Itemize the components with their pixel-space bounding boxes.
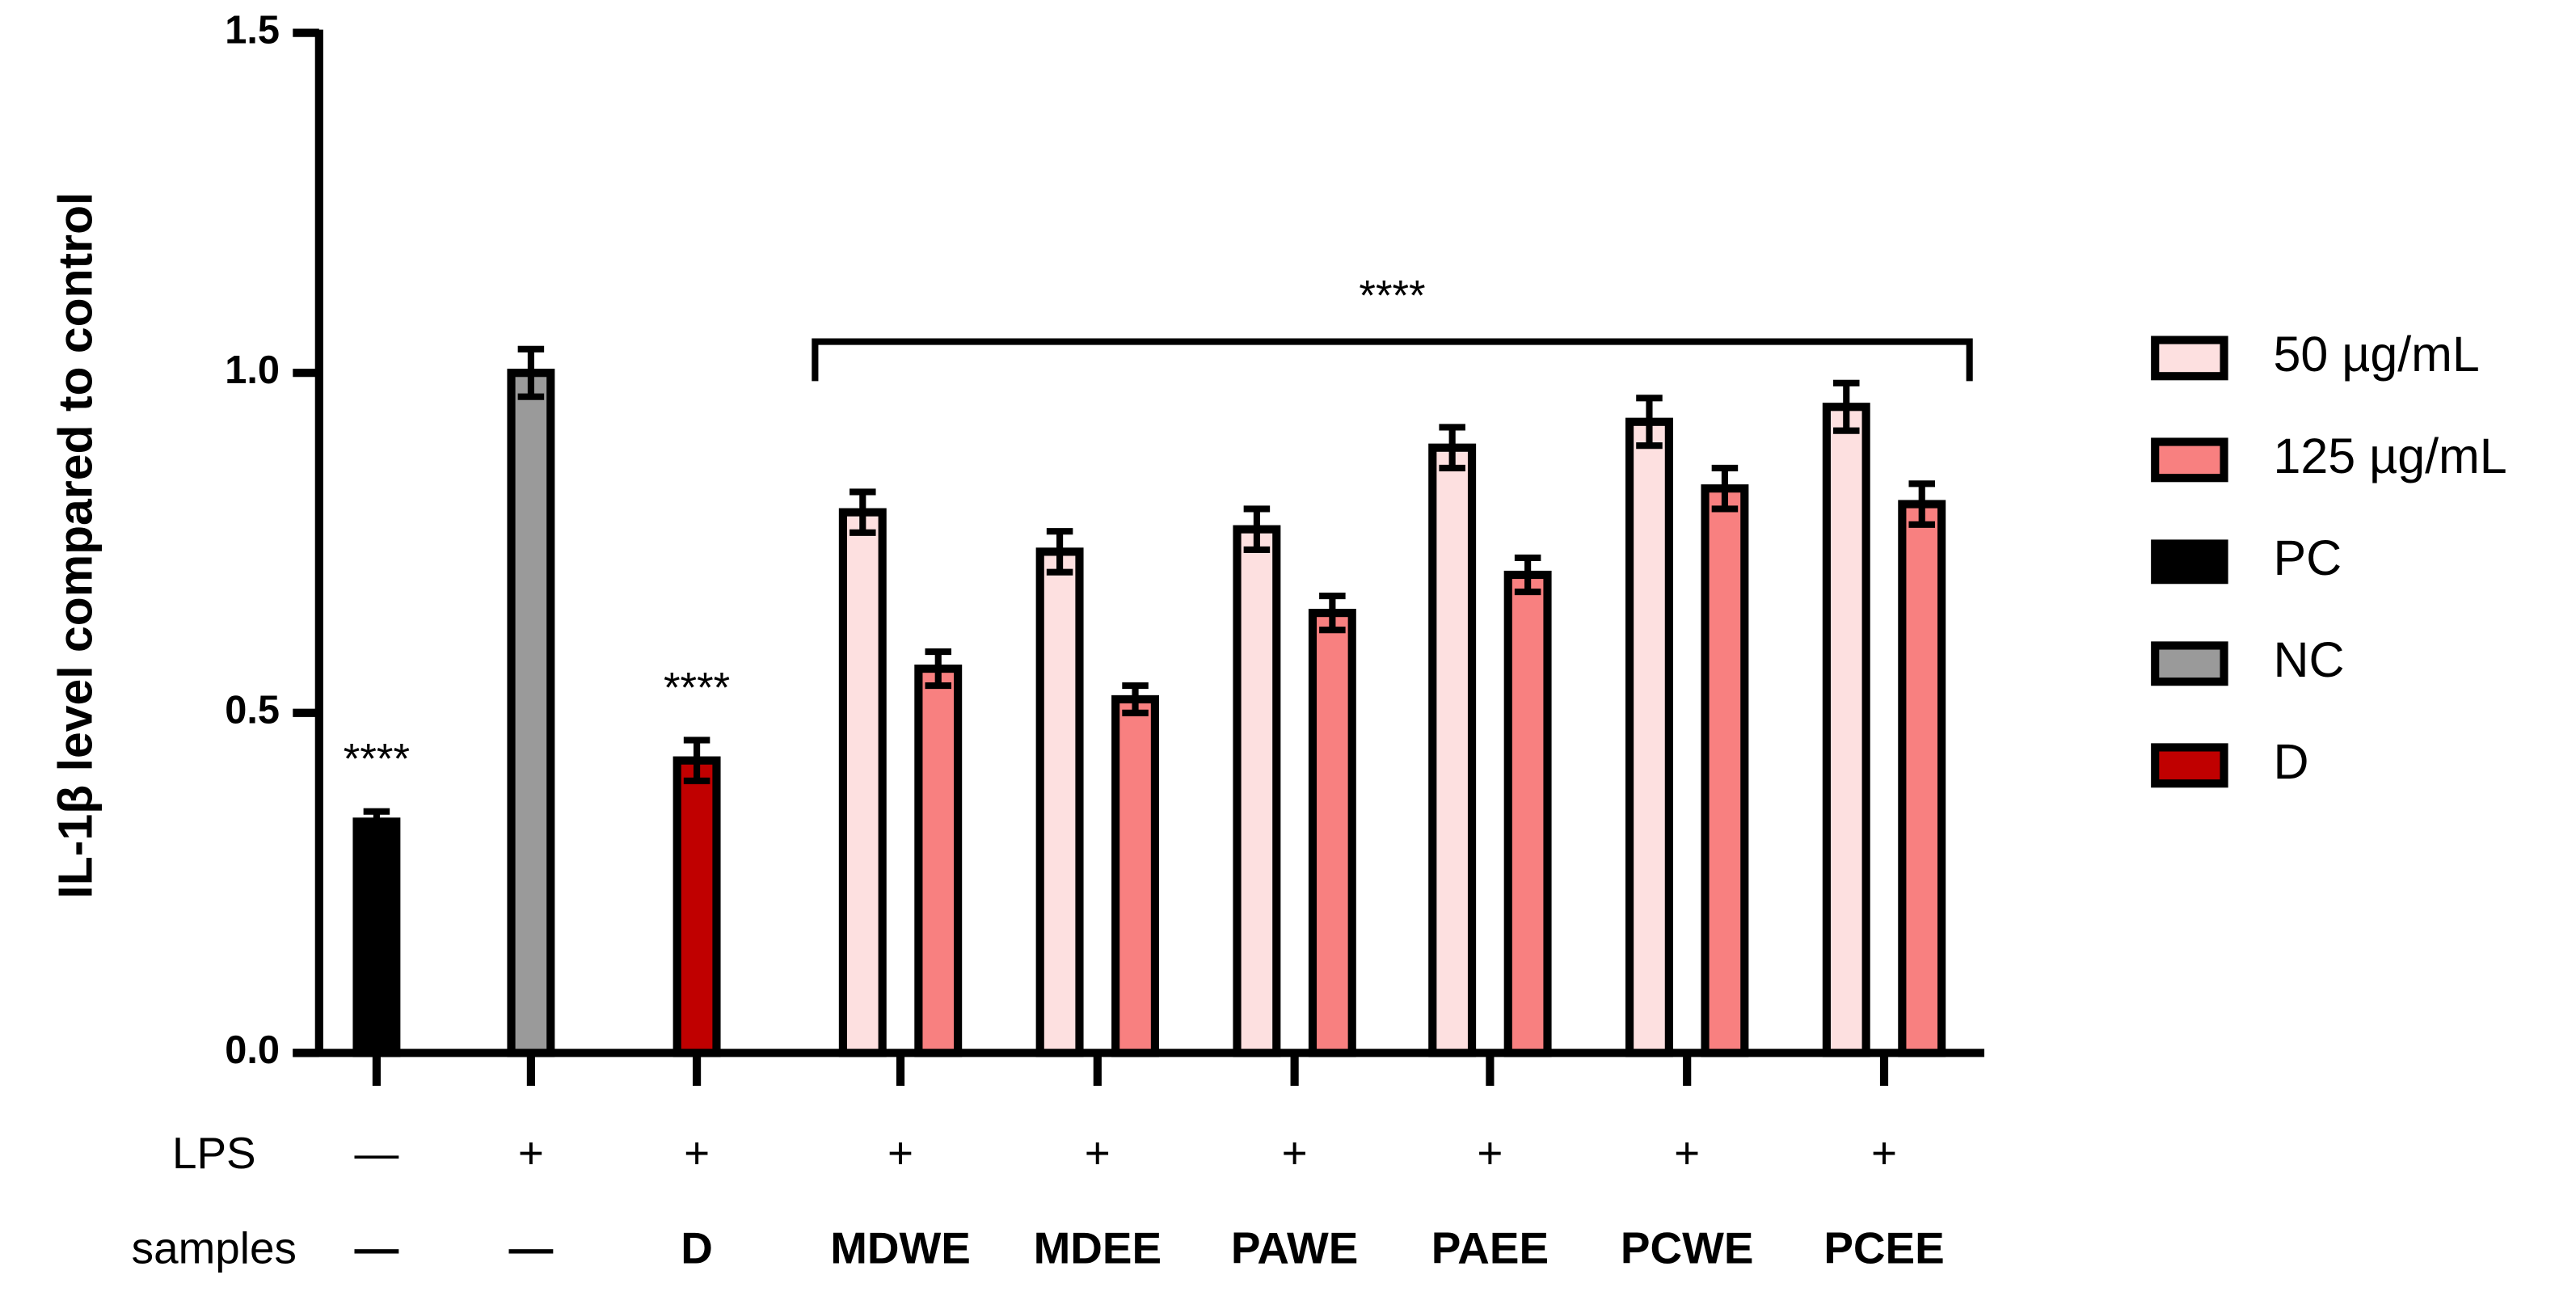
row-value: PAEE: [1431, 1223, 1549, 1273]
legend-swatch: [2151, 743, 2228, 788]
bar: [1701, 484, 1749, 1057]
error-bar: [1046, 528, 1073, 576]
error-bar: [683, 737, 710, 784]
error-bar: [1636, 395, 1663, 450]
bar: [838, 508, 887, 1057]
bar: [1503, 570, 1552, 1057]
error-bar: [363, 808, 390, 836]
error-bar: [850, 488, 876, 536]
error-bar: [1908, 480, 1935, 528]
legend-swatch: [2151, 539, 2228, 585]
legend-swatch: [2151, 336, 2228, 381]
error-bar: [1319, 593, 1346, 634]
error-bar: [517, 345, 545, 400]
row-value: +: [684, 1128, 710, 1178]
legend-label: PC: [2274, 530, 2342, 585]
y-tick-label: 0.0: [225, 1028, 280, 1072]
significance: ****: [344, 736, 410, 783]
row-value: —: [354, 1223, 398, 1273]
row-value: —: [508, 1223, 553, 1273]
significance: ****: [664, 664, 730, 711]
bar: [1233, 525, 1281, 1057]
legend-label: 125 µg/mL: [2274, 428, 2507, 483]
row-value: +: [1477, 1128, 1503, 1178]
row-label: samples: [132, 1223, 297, 1273]
bar: [1822, 403, 1870, 1057]
row-value: D: [681, 1223, 713, 1273]
row-value: PAWE: [1231, 1223, 1358, 1273]
legend-label: NC: [2274, 632, 2345, 687]
row-label: LPS: [172, 1128, 256, 1178]
bar: [672, 756, 721, 1057]
legend-label: D: [2274, 734, 2309, 789]
y-tick-label: 0.5: [225, 689, 280, 732]
legend-swatch: [2151, 641, 2228, 686]
y-tick-label: 1.0: [225, 348, 280, 392]
y-axis-title: IL-1β level compared to control: [50, 192, 103, 899]
bracket: [812, 338, 1973, 382]
row-value: PCEE: [1823, 1223, 1944, 1273]
legend-swatch: [2151, 437, 2228, 483]
bar: [914, 664, 963, 1057]
bar: [1111, 694, 1160, 1057]
row-value: PCWE: [1621, 1223, 1754, 1273]
legend-label: 50 µg/mL: [2274, 327, 2480, 382]
row-value: +: [1282, 1128, 1308, 1178]
error-bar: [1711, 464, 1739, 513]
error-bar: [1514, 554, 1541, 596]
row-value: +: [1871, 1128, 1897, 1178]
row-value: +: [518, 1128, 544, 1178]
error-bar: [1439, 424, 1465, 472]
bar: [1035, 547, 1084, 1057]
row-value: +: [1085, 1128, 1111, 1178]
y-tick-label: 1.5: [225, 9, 280, 53]
row-value: —: [354, 1128, 398, 1178]
bar: [352, 817, 401, 1057]
error-bar: [1243, 505, 1271, 553]
error-bar: [925, 648, 952, 690]
significance: ****: [1359, 272, 1425, 320]
row-value: MDWE: [830, 1223, 971, 1273]
error-bar: [1122, 682, 1149, 716]
bar: [507, 369, 555, 1057]
bar: [1308, 609, 1356, 1057]
bar: [1428, 443, 1477, 1057]
row-value: MDEE: [1034, 1223, 1162, 1273]
error-bar: [1833, 379, 1860, 434]
row-value: +: [887, 1128, 913, 1178]
row-value: +: [1674, 1128, 1700, 1178]
bar: [1898, 500, 1946, 1057]
bar: [1625, 417, 1673, 1057]
